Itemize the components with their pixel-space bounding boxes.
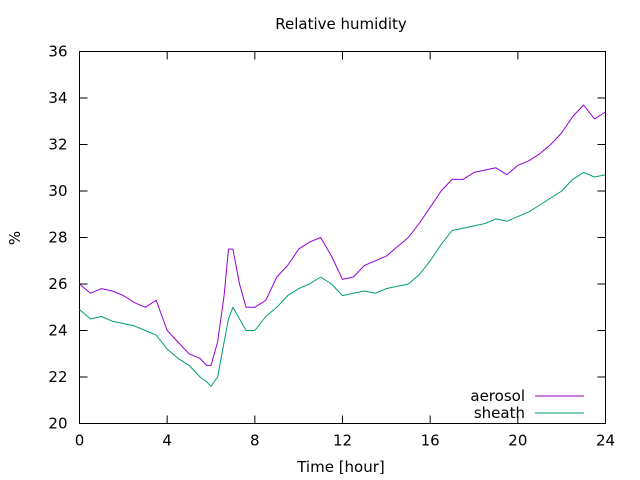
series-line-aerosol [79,104,606,366]
y-axis-label: % [6,231,24,245]
x-tick-label: 20 [508,432,527,450]
x-tick-label: 0 [75,432,85,450]
y-tick-label: 24 [48,322,67,340]
x-tick-label: 12 [333,432,352,450]
legend-label: aerosol [470,387,525,405]
y-tick-label: 22 [48,368,67,386]
x-tick-label: 8 [250,432,260,450]
series-line-sheath [79,171,606,387]
y-tick-label: 20 [48,415,67,433]
x-tick-label: 16 [421,432,440,450]
plot-frame [79,51,606,424]
x-tick-label: 24 [596,432,615,450]
axis-ticks: 0 4 8 12 16 20 24 20 22 24 26 28 30 32 34 36 [48,43,615,450]
y-tick-label: 36 [48,43,67,61]
y-tick-label: 34 [48,89,67,107]
x-axis-label: Time [hour] [296,458,385,476]
chart-title: Relative humidity [275,15,407,33]
series-group [79,104,606,387]
legend-label: sheath [474,404,525,422]
y-tick-label: 30 [48,182,67,200]
y-tick-label: 32 [48,136,67,154]
x-tick-label: 4 [162,432,172,450]
y-tick-label: 26 [48,275,67,293]
y-tick-label: 28 [48,229,67,247]
